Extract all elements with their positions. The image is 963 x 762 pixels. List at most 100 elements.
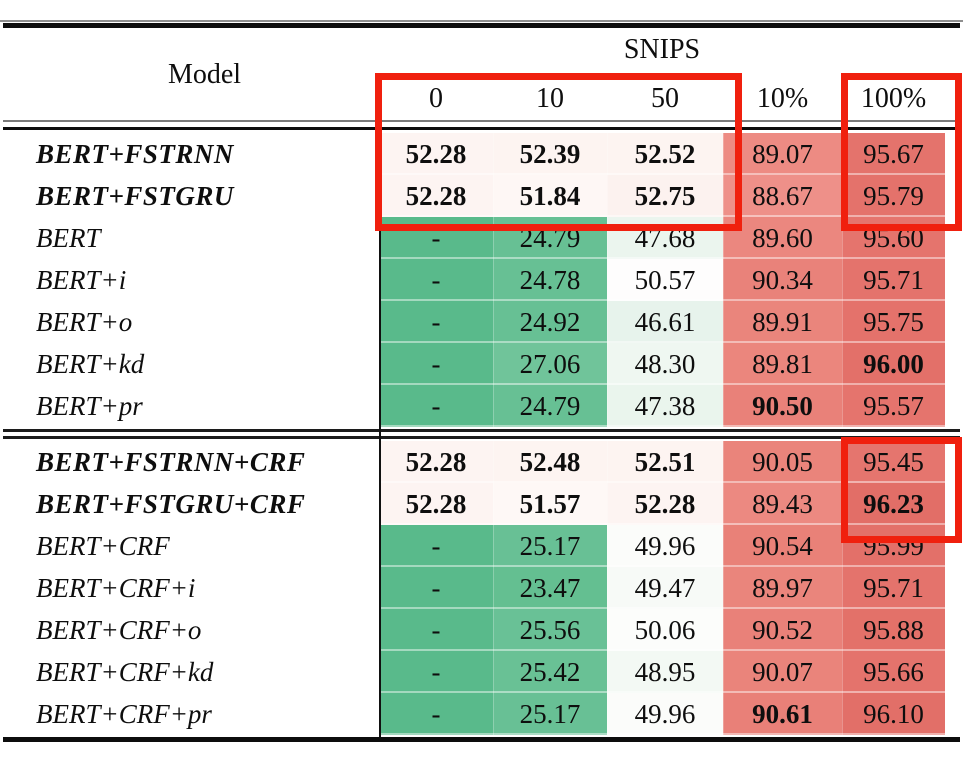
- value-cell: 48.95: [607, 651, 723, 693]
- value-cell: 95.79: [842, 175, 945, 217]
- value-cell: 95.88: [842, 609, 945, 651]
- value-cell: 51.84: [493, 175, 607, 217]
- value-cell: 90.52: [723, 609, 842, 651]
- value-cell: 23.47: [493, 567, 607, 609]
- value-cell: 96.00: [842, 343, 945, 385]
- value-cell: 95.67: [842, 133, 945, 175]
- model-name: BERT+i: [36, 265, 127, 295]
- value-cell: 50.06: [607, 609, 723, 651]
- value-cell: 25.17: [493, 693, 607, 735]
- value-cell: -: [379, 259, 493, 301]
- value-cell: 52.28: [379, 441, 493, 483]
- model-name: BERT+CRF: [36, 531, 170, 561]
- table-row: BERT+CRF+kd -25.42 48.95 90.07 95.66: [0, 651, 963, 693]
- value-cell: 49.47: [607, 567, 723, 609]
- value-cell: 96.10: [842, 693, 945, 735]
- header-double-rule-upper: [3, 120, 960, 122]
- table-bottom-rule: [3, 737, 960, 742]
- value-cell: 89.97: [723, 567, 842, 609]
- value-cell: 25.56: [493, 609, 607, 651]
- value-cell: 90.07: [723, 651, 842, 693]
- value-cell: 52.52: [607, 133, 723, 175]
- value-cell: 52.48: [493, 441, 607, 483]
- value-cell: 95.99: [842, 525, 945, 567]
- value-cell: 89.91: [723, 301, 842, 343]
- value-cell: 25.17: [493, 525, 607, 567]
- annotation-box-fewshot-columns: [375, 73, 742, 231]
- table-block-1: BERT+FSTRNN 52.28 52.39 52.52 89.07 95.67 BERT…: [0, 133, 963, 427]
- snips-group-header: SNIPS: [623, 34, 701, 65]
- value-cell: 49.96: [607, 693, 723, 735]
- value-cell: -: [379, 343, 493, 385]
- table-row: BERT+o -24.92 46.61 89.91 95.75: [0, 301, 963, 343]
- annotation-box-100pct-crf: [841, 437, 962, 543]
- table-row: BERT+CRF+o -25.56 50.06 90.52 95.88: [0, 609, 963, 651]
- value-cell: -: [379, 609, 493, 651]
- value-cell: 88.67: [723, 175, 842, 217]
- value-cell: 52.28: [607, 483, 723, 525]
- mid-double-rule-upper: [3, 429, 960, 432]
- value-cell: -: [379, 693, 493, 735]
- value-cell: 24.78: [493, 259, 607, 301]
- table-row: BERT+FSTRNN+CRF 52.28 52.48 52.51 90.05 95.45: [0, 441, 963, 483]
- value-cell: 48.30: [607, 343, 723, 385]
- model-name: BERT+FSTRNN: [36, 139, 234, 169]
- value-cell: 89.43: [723, 483, 842, 525]
- value-cell: -: [379, 525, 493, 567]
- table-row: BERT+CRF -25.17 49.96 90.54 95.99: [0, 525, 963, 567]
- table-row: BERT+pr -24.79 47.38 90.50 95.57: [0, 385, 963, 427]
- value-cell: 47.38: [607, 385, 723, 427]
- value-cell: -: [379, 651, 493, 693]
- table-top-rule: [3, 23, 960, 28]
- value-cell: 95.71: [842, 259, 945, 301]
- column-header: 100%: [860, 83, 927, 114]
- value-cell: 95.57: [842, 385, 945, 427]
- column-header: 10: [536, 83, 564, 114]
- value-cell: 95.45: [842, 441, 945, 483]
- value-cell: 95.75: [842, 301, 945, 343]
- model-name: BERT+pr: [36, 391, 143, 421]
- value-cell: 90.50: [723, 385, 842, 427]
- value-cell: 90.54: [723, 525, 842, 567]
- value-cell: 25.42: [493, 651, 607, 693]
- value-cell: 50.57: [607, 259, 723, 301]
- value-cell: 90.61: [723, 693, 842, 735]
- table-row: BERT+FSTRNN 52.28 52.39 52.52 89.07 95.67: [0, 133, 963, 175]
- table-row: BERT+FSTGRU 52.28 51.84 52.75 88.67 95.79: [0, 175, 963, 217]
- model-name: BERT+o: [36, 307, 133, 337]
- annotation-box-100pct-header: [841, 73, 962, 231]
- header-double-rule-lower: [3, 127, 960, 130]
- column-header: 0: [429, 83, 443, 114]
- table-row: BERT+CRF+pr -25.17 49.96 90.61 96.10: [0, 693, 963, 735]
- model-name: BERT+FSTGRU: [36, 181, 234, 211]
- column-header: 50: [651, 83, 679, 114]
- model-name: BERT+FSTRNN+CRF: [36, 447, 306, 477]
- mid-double-rule-lower: [3, 436, 960, 439]
- value-cell: 24.92: [493, 301, 607, 343]
- table-row: BERT+i -24.78 50.57 90.34 95.71: [0, 259, 963, 301]
- value-cell: 52.75: [607, 175, 723, 217]
- value-cell: 52.28: [379, 483, 493, 525]
- value-cell: 90.05: [723, 441, 842, 483]
- top-thin-rule: [0, 20, 963, 22]
- value-cell: 52.28: [379, 133, 493, 175]
- table-row: BERT+FSTGRU+CRF 52.28 51.57 52.28 89.43 96.23: [0, 483, 963, 525]
- model-name: BERT+CRF+kd: [36, 657, 214, 687]
- model-name: BERT: [36, 223, 101, 253]
- value-cell: 96.23: [842, 483, 945, 525]
- model-name: BERT+CRF+pr: [36, 699, 212, 729]
- value-cell: 27.06: [493, 343, 607, 385]
- model-column-separator-rule: [379, 120, 381, 737]
- value-cell: 90.34: [723, 259, 842, 301]
- value-cell: 89.81: [723, 343, 842, 385]
- value-cell: 52.28: [379, 175, 493, 217]
- value-cell: 49.96: [607, 525, 723, 567]
- model-name: BERT+kd: [36, 349, 145, 379]
- value-cell: 89.07: [723, 133, 842, 175]
- table-row: BERT+CRF+i -23.47 49.47 89.97 95.71: [0, 567, 963, 609]
- model-name: BERT+CRF+i: [36, 573, 196, 603]
- value-cell: 24.79: [493, 385, 607, 427]
- model-name: BERT+FSTGRU+CRF: [36, 489, 306, 519]
- value-cell: 46.61: [607, 301, 723, 343]
